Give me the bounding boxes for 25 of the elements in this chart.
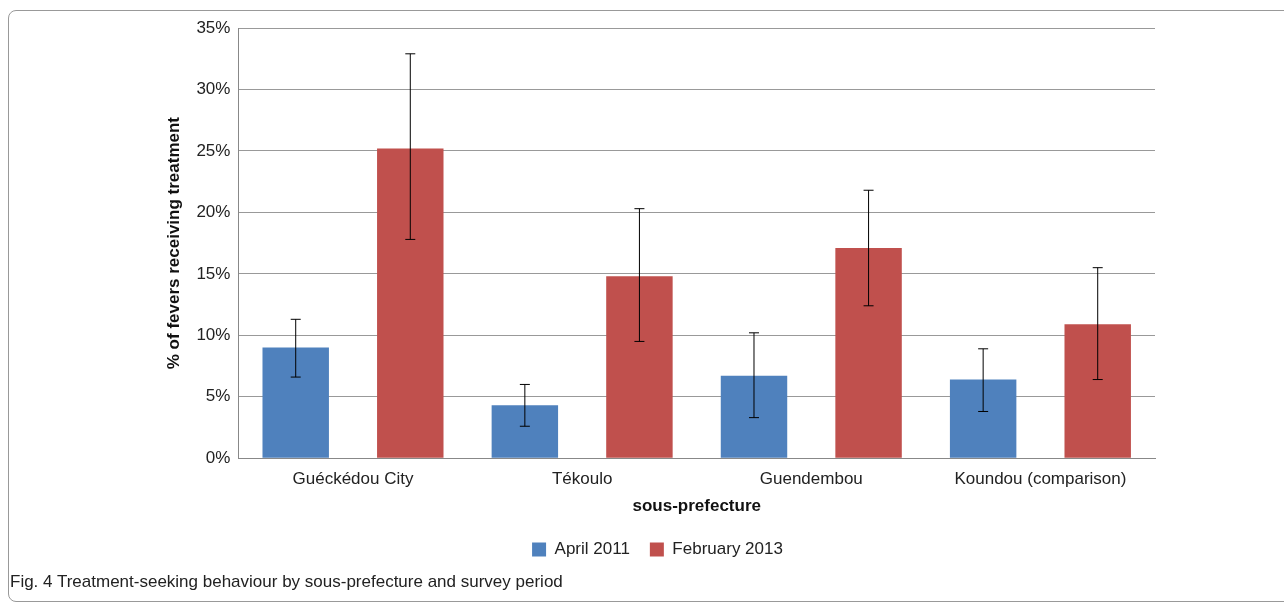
bar [835, 248, 902, 458]
legend-label: April 2011 [554, 539, 630, 559]
bar [606, 276, 673, 458]
y-axis-title: % of fevers receiving treatment [163, 116, 183, 370]
bar [949, 379, 1017, 458]
bar [720, 375, 788, 458]
bar [262, 347, 329, 458]
y-tick-label: 20% [196, 202, 231, 222]
y-tick-label: 5% [205, 386, 231, 406]
legend-label: February 2013 [672, 539, 783, 559]
x-tick-label: Tékoulo [551, 469, 613, 489]
x-axis-title: sous-prefecture [632, 496, 761, 516]
y-tick-label: 25% [196, 140, 231, 160]
y-tick-label: 35% [196, 17, 231, 37]
y-tick-label: 10% [196, 324, 231, 344]
x-tick-label: Guéckédou City [292, 469, 414, 489]
caption: Fig. 4 Treatment-seeking behaviour by sous-prefecture and survey period [10, 572, 563, 592]
y-tick-label: 30% [196, 79, 231, 99]
x-tick-label: Koundou (comparison) [954, 469, 1127, 489]
x-tick-label: Guendembou [759, 469, 863, 489]
y-tick-label: 0% [205, 447, 231, 467]
y-tick-label: 15% [196, 263, 231, 283]
bar [377, 148, 444, 458]
bar [1064, 324, 1131, 458]
bar [491, 405, 559, 458]
